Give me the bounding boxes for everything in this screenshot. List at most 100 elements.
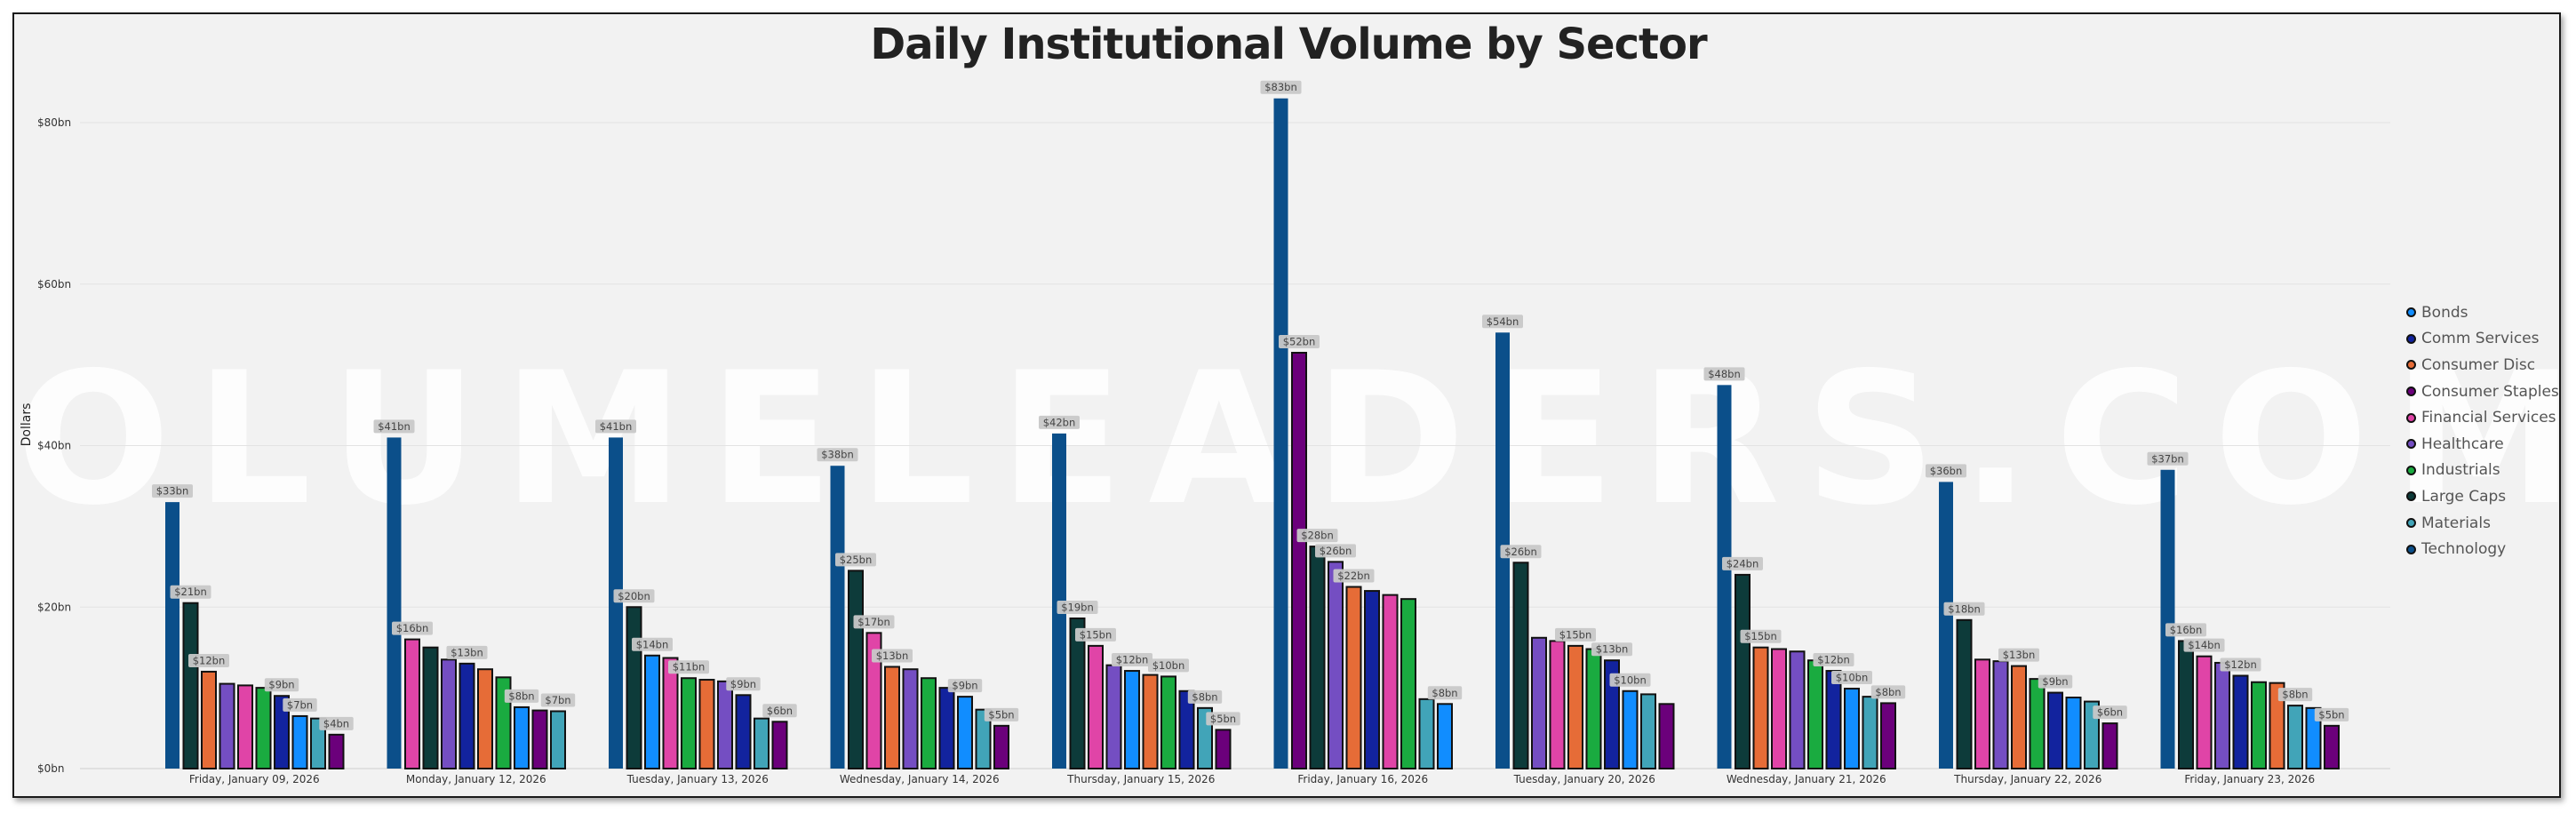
data-label-bg — [1427, 686, 1463, 700]
data-label: $17bn — [857, 616, 890, 628]
data-label: $36bn — [1930, 465, 1963, 477]
bar-financial-services — [1974, 658, 1990, 769]
legend-item[interactable]: Technology — [2406, 536, 2559, 562]
bar-consumer-disc — [1345, 586, 1362, 769]
data-label-bg — [319, 716, 354, 730]
bar-large-caps — [1309, 546, 1326, 769]
data-label-bg — [1148, 658, 1189, 673]
bar-healthcare — [1328, 561, 1344, 769]
chart-title: Daily Institutional Volume by Sector — [870, 20, 1707, 69]
legend-item[interactable]: Consumer Disc — [2406, 352, 2559, 379]
bar-consumer-staples — [771, 721, 788, 769]
y-tick-label: $60bn — [37, 278, 71, 291]
bar-consumer-staples — [1880, 702, 1896, 769]
bar-healthcare — [1531, 636, 1547, 769]
legend-item[interactable]: Comm Services — [2406, 326, 2559, 353]
legend-item[interactable]: Materials — [2406, 510, 2559, 537]
legend-item[interactable]: Bonds — [2406, 299, 2559, 326]
bar-consumer-staples — [1658, 703, 1675, 769]
bar-large-caps — [626, 606, 642, 769]
data-label: $15bn — [1559, 628, 1592, 641]
bar-healthcare — [1789, 650, 1806, 770]
data-label: $83bn — [1264, 81, 1297, 93]
data-label: $16bn — [2170, 624, 2203, 636]
bar-comm-services — [1178, 689, 1195, 770]
bar-consumer-staples — [993, 724, 1009, 769]
data-label-bg — [835, 553, 876, 567]
data-label-bg — [264, 678, 299, 692]
data-label-bg — [1260, 80, 1302, 94]
bar-consumer-disc — [201, 670, 217, 770]
bar-financial-services — [1382, 594, 1399, 770]
data-label: $13bn — [876, 650, 909, 662]
legend-swatch — [2406, 544, 2416, 554]
bar-consumer-disc — [698, 679, 715, 769]
data-label-bg — [726, 677, 761, 691]
bar-financial-services — [865, 632, 882, 770]
legend-swatch — [2406, 307, 2416, 318]
bar-technology — [387, 437, 402, 769]
legend-item[interactable]: Financial Services — [2406, 404, 2559, 431]
data-label: $8bn — [1432, 687, 1457, 699]
x-tick-label: Wednesday, January 21, 2026 — [1727, 773, 1886, 785]
y-tick-label: $0bn — [37, 762, 65, 775]
legend-swatch — [2406, 387, 2416, 397]
data-label: $8bn — [508, 689, 534, 702]
bar-healthcare — [717, 680, 733, 769]
bar-technology — [609, 437, 623, 769]
data-label: $26bn — [1320, 545, 1352, 557]
data-label: $18bn — [1948, 602, 1981, 615]
legend-item[interactable]: Healthcare — [2406, 431, 2559, 458]
data-label-bg — [2038, 674, 2073, 689]
chart-legend: Bonds Comm Services Consumer Disc Consumer … — [2406, 299, 2559, 562]
data-label: $13bn — [2003, 649, 2036, 661]
bar-consumer-disc — [1567, 644, 1583, 769]
bar-bonds — [1844, 688, 1860, 769]
bar-materials — [1862, 696, 1878, 770]
legend-swatch — [2406, 360, 2416, 371]
data-label: $7bn — [545, 694, 570, 706]
data-label-bg — [2220, 658, 2261, 672]
data-label: $41bn — [378, 420, 411, 433]
bar-consumer-staples — [2324, 724, 2340, 769]
bar-healthcare — [902, 668, 919, 770]
data-label-bg — [1333, 569, 1375, 583]
x-tick-label: Friday, January 16, 2026 — [1297, 773, 1428, 785]
data-label-bg — [1722, 556, 1763, 570]
y-tick-label: $40bn — [37, 440, 71, 452]
data-label-bg — [446, 645, 488, 659]
x-tick-label: Friday, January 23, 2026 — [2184, 773, 2315, 785]
legend-item[interactable]: Consumer Staples — [2406, 379, 2559, 405]
legend-label: Financial Services — [2421, 409, 2556, 427]
data-label: $38bn — [821, 449, 854, 461]
data-label-bg — [1870, 685, 1906, 699]
data-label: $16bn — [396, 622, 429, 634]
bar-technology — [1273, 98, 1288, 769]
data-label: $9bn — [952, 680, 977, 692]
x-tick-label: Wednesday, January 14, 2026 — [840, 773, 1000, 785]
data-label: $42bn — [1043, 416, 1076, 428]
data-label-bg — [152, 484, 193, 498]
legend-label: Consumer Staples — [2421, 382, 2559, 401]
legend-item[interactable]: Industrials — [2406, 458, 2559, 484]
data-label: $9bn — [730, 678, 756, 690]
bar-industrials — [1585, 648, 1602, 769]
bar-industrials — [255, 687, 272, 769]
data-label-bg — [2147, 451, 2189, 466]
data-label: $25bn — [840, 554, 873, 566]
bar-consumer-disc — [2269, 681, 2285, 769]
bar-healthcare — [219, 682, 235, 769]
data-label-bg — [283, 697, 317, 712]
data-label-bg — [1555, 627, 1596, 642]
data-label: $11bn — [673, 661, 706, 674]
data-label: $9bn — [2042, 675, 2068, 688]
bar-comm-services — [1604, 659, 1620, 769]
data-label-bg — [1075, 627, 1116, 642]
data-label: $20bn — [618, 590, 650, 602]
data-label: $6bn — [2097, 706, 2123, 719]
data-label: $13bn — [1596, 643, 1629, 656]
bar-healthcare — [1992, 660, 2009, 769]
legend-item[interactable]: Large Caps — [2406, 483, 2559, 510]
data-label-bg — [504, 689, 539, 703]
data-label-bg — [1039, 415, 1080, 429]
